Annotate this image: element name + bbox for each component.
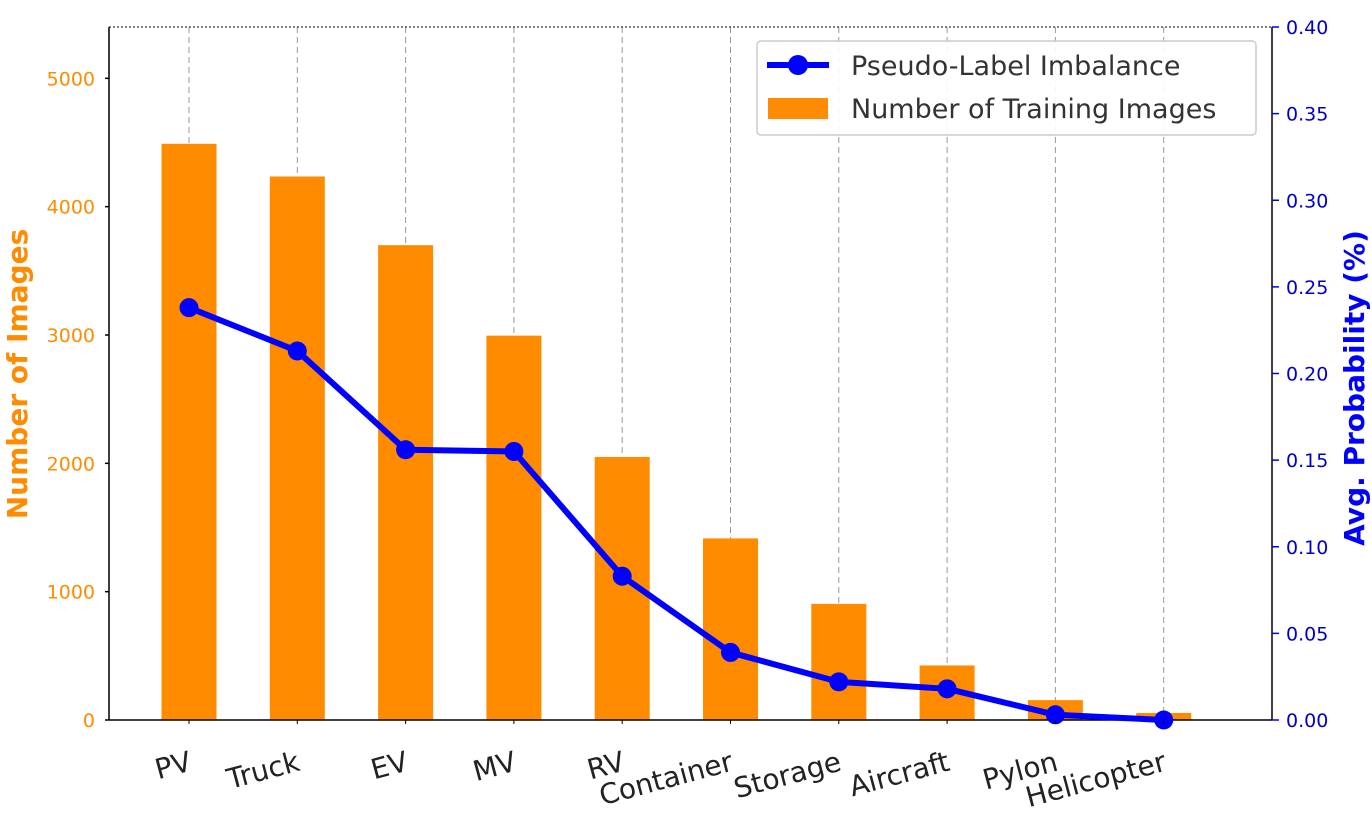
bar-mv [486,335,542,720]
point-truck [287,341,307,361]
left-tick-label-0: 0 [83,710,95,732]
x-tick-label-storage: Storage [730,745,844,805]
line-series [179,298,1174,730]
legend-frame [756,40,1257,136]
left-y-ticks: 0 1000 2000 3000 4000 5000 [47,68,109,732]
legend: Pseudo-Label Imbalance Number of Trainin… [756,40,1257,136]
legend-label-bar: Number of Training Images [851,94,1216,125]
left-tick-label-4000: 4000 [47,197,95,219]
right-tick-label-3: 0.15 [1286,450,1328,472]
point-storage [829,672,849,692]
bar-ev [378,245,434,720]
right-tick-label-1: 0.05 [1286,623,1328,645]
left-tick-label-5000: 5000 [47,68,95,90]
right-tick-label-5: 0.25 [1286,277,1328,299]
left-tick-label-3000: 3000 [47,325,95,347]
bar-pv [161,143,217,721]
bars [161,143,1192,721]
point-pylon [1045,705,1065,725]
legend-label-line: Pseudo-Label Imbalance [851,51,1180,82]
left-tick-label-2000: 2000 [47,453,95,475]
right-tick-label-4: 0.20 [1286,364,1328,386]
bar-container [703,538,758,720]
grid-lines [188,27,1165,720]
right-tick-label-8: 0.40 [1286,17,1328,39]
point-mv [504,441,524,461]
right-y-ticks: 0.00 0.05 0.10 0.15 0.20 0.25 0.30 0.35 0.40 [1272,17,1328,732]
x-tick-label-mv: MV [469,745,519,788]
x-tick-label-pv: PV [151,745,194,786]
right-tick-label-6: 0.30 [1286,190,1328,212]
line-pseudo-label-imbalance [187,304,1164,723]
legend-marker-swatch [788,55,808,75]
point-container [721,642,740,662]
right-y-axis-label: Avg. Probability (%) [1338,230,1371,546]
x-tick-label-aircraft: Aircraft [846,745,953,803]
point-rv [612,566,632,586]
left-y-axis-label: Number of Images [1,229,34,520]
x-tick-label-truck: Truck [222,745,304,796]
point-aircraft [937,679,957,699]
bar-truck [269,176,325,721]
legend-bar-swatch [768,98,828,119]
left-tick-label-1000: 1000 [47,582,95,604]
right-tick-label-2: 0.10 [1286,537,1328,559]
point-ev [396,440,416,460]
right-tick-label-7: 0.35 [1286,104,1328,126]
x-tick-label-ev: EV [367,745,411,786]
bar-storage [811,603,867,720]
right-tick-label-0: 0.00 [1286,710,1328,732]
point-pv [179,298,199,318]
